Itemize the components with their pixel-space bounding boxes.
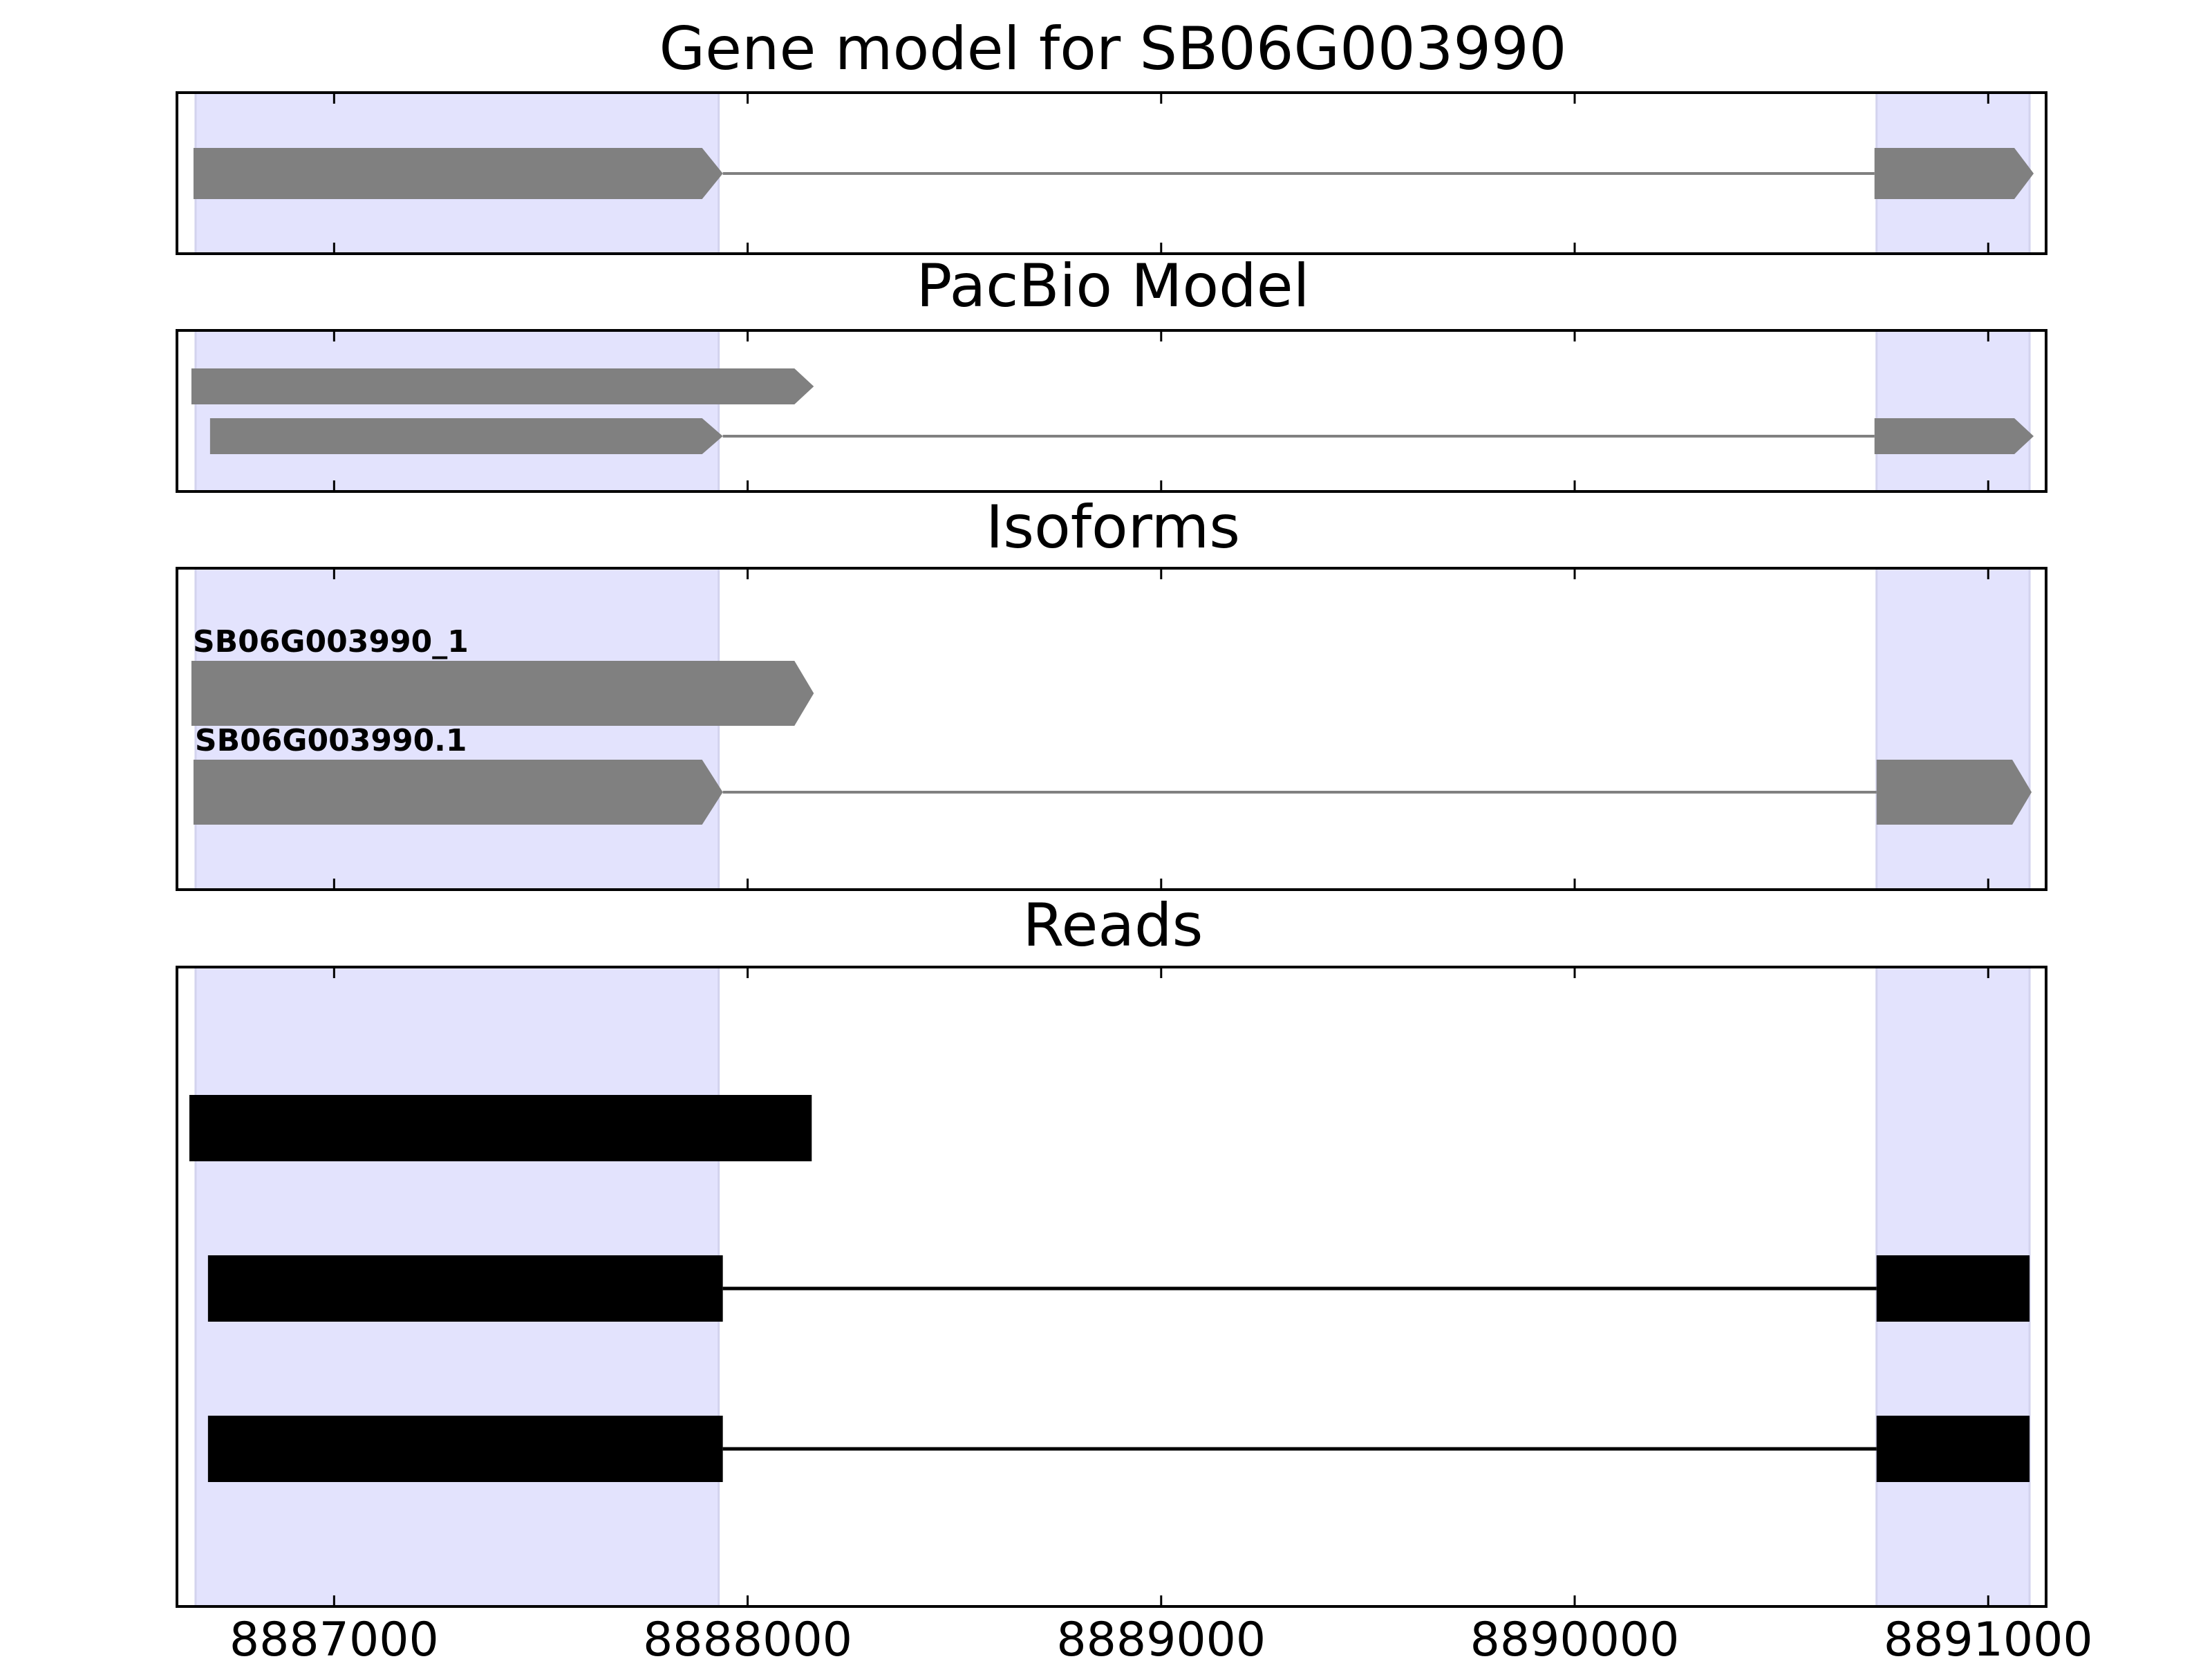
x-tick-label: 8891000 xyxy=(1884,1613,2093,1659)
x-tick-labels: 8887000 8888000 8889000 8890000 8891000 xyxy=(229,1613,2093,1659)
track-group xyxy=(189,1095,2030,1482)
panel-isoforms: Isoforms SB06G003990_1 SB06G003990.1 xyxy=(176,493,2047,891)
panel-title-gene-model: Gene model for SB06G003990 xyxy=(659,15,1567,84)
read-block xyxy=(1876,1255,2030,1322)
exon-block xyxy=(1874,148,2034,199)
panel-reads: Reads 8887000 8888000 8889000 8890000 889100… xyxy=(176,891,2093,1659)
track-group: SB06G003990_1 SB06G003990.1 xyxy=(191,624,2032,825)
tick-group xyxy=(332,967,1989,1606)
exon-block xyxy=(193,760,723,825)
read-block xyxy=(207,1255,723,1322)
exon-block xyxy=(191,661,814,726)
exon-highlight-group xyxy=(194,329,2031,493)
exon-block xyxy=(209,418,723,454)
exon-block xyxy=(1876,760,2032,825)
tick-group xyxy=(332,330,1989,491)
exon-block xyxy=(1874,418,2034,454)
panel-title-pacbio-model: PacBio Model xyxy=(916,252,1309,321)
track-group xyxy=(191,368,2034,454)
track-group xyxy=(193,148,2034,199)
isoform-label: SB06G003990.1 xyxy=(195,723,467,758)
panel-gene-model: Gene model for SB06G003990 xyxy=(176,15,2047,255)
exon-highlight-band xyxy=(1875,567,2031,891)
panel-frame xyxy=(176,567,2047,891)
exon-highlight-band xyxy=(1875,329,2031,493)
read-block xyxy=(189,1095,812,1161)
exon-highlight-band xyxy=(194,567,720,891)
exon-highlight-band xyxy=(194,329,720,493)
panel-pacbio-model: PacBio Model xyxy=(176,252,2047,493)
exon-highlight-group xyxy=(194,567,2031,891)
x-tick-label: 8887000 xyxy=(229,1613,439,1659)
tick-group xyxy=(332,93,1989,254)
x-tick-label: 8890000 xyxy=(1470,1613,1680,1659)
panel-title-isoforms: Isoforms xyxy=(986,493,1240,562)
exon-block xyxy=(191,368,814,404)
panel-frame xyxy=(176,966,2047,1608)
x-tick-label: 8888000 xyxy=(643,1613,852,1659)
x-tick-label: 8889000 xyxy=(1056,1613,1266,1659)
isoform-label: SB06G003990_1 xyxy=(193,624,469,659)
panel-frame xyxy=(176,91,2047,255)
tick-group xyxy=(332,568,1989,890)
read-block xyxy=(1876,1416,2030,1482)
panel-frame xyxy=(176,329,2047,493)
panel-title-reads: Reads xyxy=(1023,891,1203,960)
read-block xyxy=(207,1416,723,1482)
exon-block xyxy=(193,148,723,199)
